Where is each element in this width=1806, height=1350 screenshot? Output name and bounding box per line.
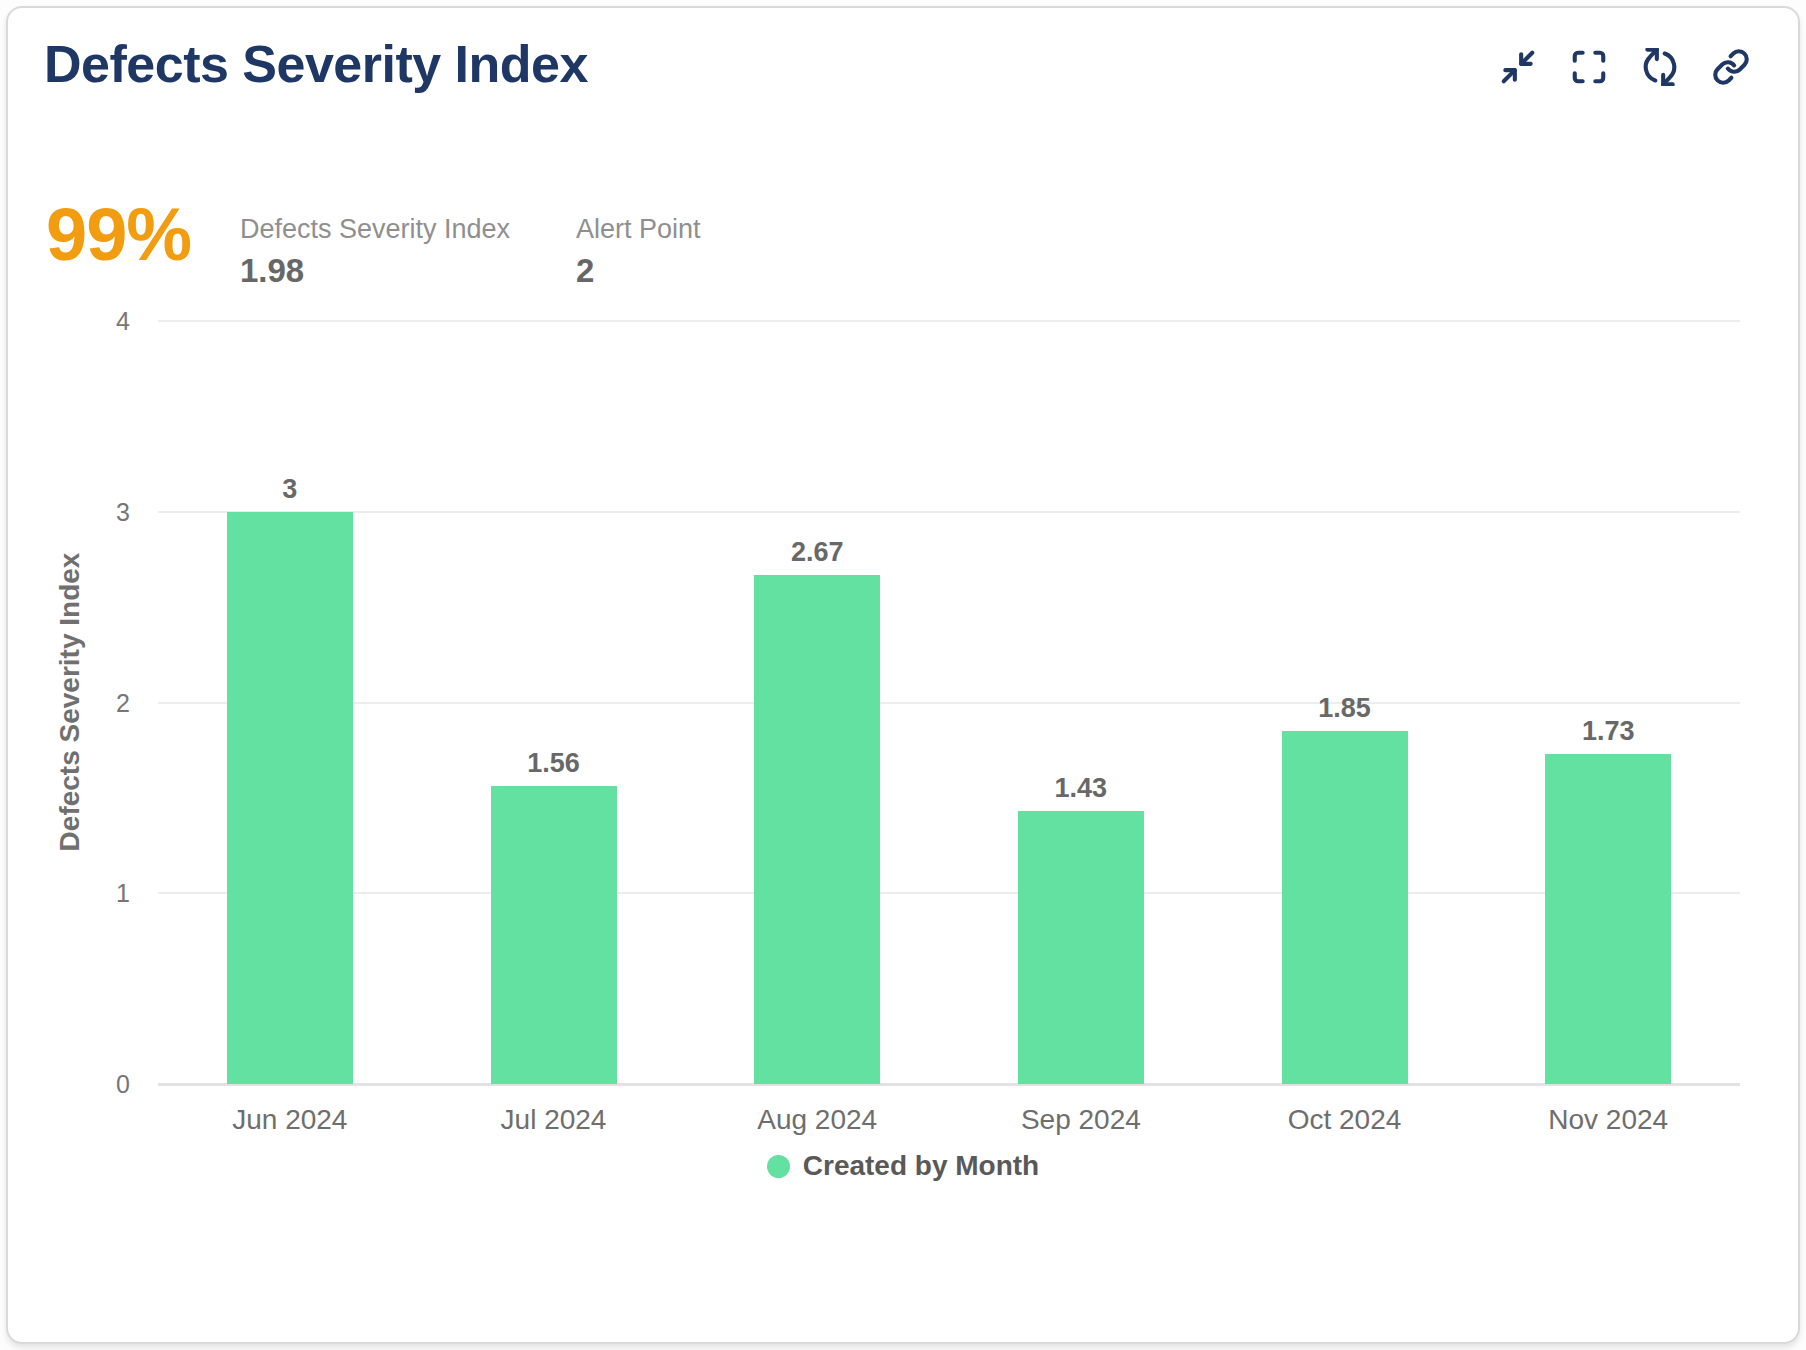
stat-value: 2: [576, 252, 701, 290]
bar-series: 3 1.56 2.67 1.43 1.85 1.73: [158, 321, 1740, 1084]
stat-label: Alert Point: [576, 214, 701, 245]
bar-column: 2.67: [685, 321, 949, 1084]
bar-column: 1.56: [422, 321, 686, 1084]
kpi-percent: 99%: [46, 198, 191, 272]
stat-label: Defects Severity Index: [240, 214, 510, 245]
bar-column: 1.43: [949, 321, 1213, 1084]
bar-value-label: 1.43: [1055, 773, 1108, 804]
stat-alert-point: Alert Point 2: [576, 214, 701, 290]
refresh-icon[interactable]: [1641, 48, 1679, 86]
y-tick-label: 0: [52, 1068, 130, 1100]
x-axis-label: Aug 2024: [685, 1104, 949, 1136]
y-tick-label: 3: [52, 496, 130, 528]
bar-value-label: 3: [282, 474, 297, 505]
bar[interactable]: [491, 786, 617, 1084]
y-tick-label: 2: [52, 687, 130, 719]
bar-column: 1.85: [1213, 321, 1477, 1084]
x-axis-label: Jul 2024: [422, 1104, 686, 1136]
bar-value-label: 2.67: [791, 537, 844, 568]
collapse-icon[interactable]: [1499, 48, 1537, 86]
bar-value-label: 1.73: [1582, 716, 1635, 747]
bar[interactable]: [1018, 811, 1144, 1084]
page-title: Defects Severity Index: [44, 34, 588, 94]
chart-legend[interactable]: Created by Month: [0, 1150, 1806, 1182]
bar-value-label: 1.85: [1318, 693, 1371, 724]
bar[interactable]: [1545, 754, 1671, 1084]
bar-column: 3: [158, 321, 422, 1084]
x-axis-label: Oct 2024: [1213, 1104, 1477, 1136]
stat-value: 1.98: [240, 252, 510, 290]
bar-chart: 0123431.562.671.431.851.73Jun 2024Jul 20…: [158, 321, 1740, 1084]
widget-toolbar: [1499, 48, 1750, 86]
legend-marker-icon: [767, 1155, 790, 1178]
bar-column: 1.73: [1476, 321, 1740, 1084]
legend-label: Created by Month: [803, 1150, 1039, 1182]
stat-defects-severity-index: Defects Severity Index 1.98: [240, 214, 510, 290]
x-axis-label: Nov 2024: [1476, 1104, 1740, 1136]
bar-value-label: 1.56: [527, 748, 580, 779]
bar[interactable]: [754, 575, 880, 1084]
link-icon[interactable]: [1712, 48, 1750, 86]
bar[interactable]: [1282, 731, 1408, 1084]
fullscreen-icon[interactable]: [1570, 48, 1608, 86]
bar[interactable]: [227, 512, 353, 1084]
x-axis-labels: Jun 2024Jul 2024Aug 2024Sep 2024Oct 2024…: [158, 1104, 1740, 1136]
y-tick-label: 1: [52, 877, 130, 909]
x-axis-label: Jun 2024: [158, 1104, 422, 1136]
x-axis-label: Sep 2024: [949, 1104, 1213, 1136]
y-tick-label: 4: [52, 305, 130, 337]
